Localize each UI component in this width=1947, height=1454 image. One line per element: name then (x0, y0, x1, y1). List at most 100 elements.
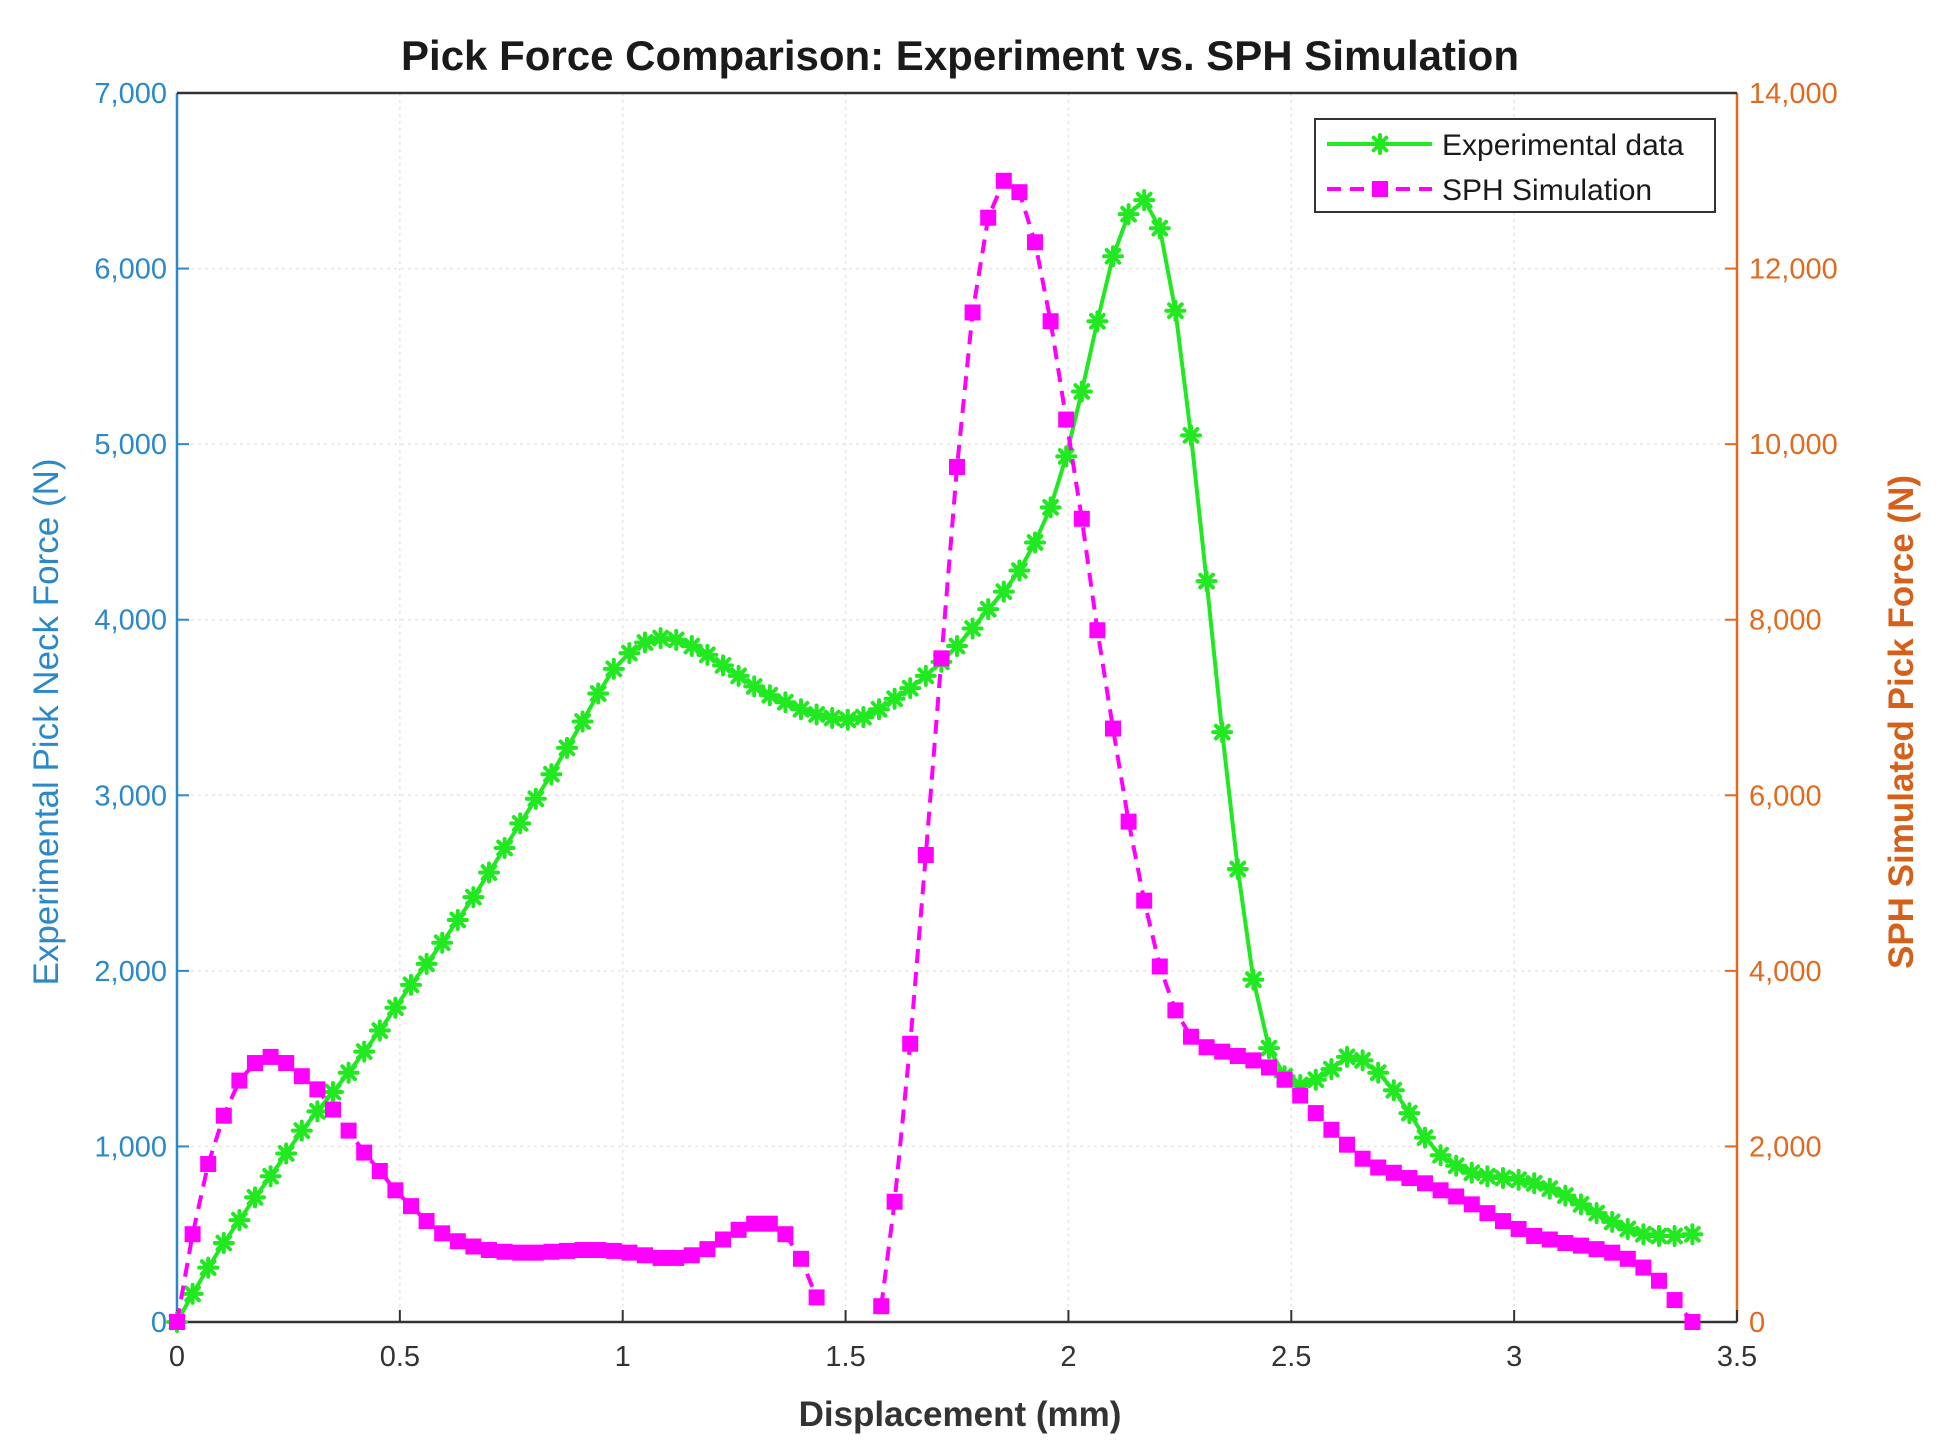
experimental-point (1507, 1168, 1530, 1191)
sph-point (434, 1225, 451, 1242)
left-y-tick-label: 7,000 (94, 78, 167, 110)
experimental-point (1242, 968, 1265, 991)
experimental-line (175, 198, 1693, 1323)
experimental-point (1039, 496, 1062, 519)
experimental-point (415, 952, 438, 975)
experimental-point (259, 1165, 282, 1188)
sph-point (1510, 1220, 1527, 1237)
left-y-tick-label: 5,000 (94, 429, 167, 461)
experimental-point (1523, 1172, 1546, 1195)
experimental-point (228, 1209, 251, 1232)
experimental-point (836, 708, 859, 731)
left-y-tick-label: 6,000 (94, 254, 167, 286)
sph-point (683, 1247, 700, 1264)
experimental-point (1616, 1217, 1639, 1240)
experimental-point (1538, 1177, 1561, 1200)
experimental-point (493, 836, 516, 859)
experimental-point (914, 664, 937, 687)
experimental-point (946, 635, 968, 658)
sph-point (1276, 1071, 1293, 1088)
legend-experimental-label: Experimental data (1442, 129, 1684, 162)
experimental-point (1226, 858, 1249, 881)
experimental-point (1336, 1045, 1358, 1068)
sph-point (356, 1144, 373, 1161)
experimental-point (758, 684, 781, 707)
experimental-point (899, 677, 922, 700)
sph-point (1619, 1250, 1636, 1267)
experimental-point (602, 657, 625, 680)
experimental-point (1414, 1126, 1436, 1149)
left-y-tick-label: 2,000 (94, 956, 167, 988)
sph-point (309, 1081, 326, 1098)
experimental-point (1554, 1184, 1577, 1207)
experimental-point (322, 1081, 344, 1104)
left-y-tick-label: 0 (151, 1307, 167, 1339)
sph-point (917, 846, 934, 863)
sph-point (1307, 1105, 1324, 1122)
sph-point (808, 1289, 825, 1306)
legend: Experimental data SPH Simulation (1314, 118, 1716, 213)
experimental-point (992, 580, 1015, 603)
sph-point (1058, 411, 1075, 428)
experimental-point (587, 682, 610, 705)
sph-point (1635, 1259, 1652, 1276)
sph-point (1245, 1052, 1262, 1069)
right-y-tick-label: 6,000 (1749, 780, 1822, 812)
sph-point (247, 1055, 263, 1072)
sph-point (1604, 1244, 1621, 1261)
experimental-point (540, 763, 563, 786)
sph-point (699, 1241, 716, 1258)
experimental-point (337, 1061, 360, 1084)
sph-point (1541, 1231, 1558, 1248)
x-tick-label: 3.5 (1717, 1341, 1757, 1373)
experimental-point (1351, 1049, 1374, 1072)
sph-point (496, 1243, 513, 1260)
sph-point (1651, 1272, 1667, 1289)
experimental-point (727, 664, 750, 687)
experimental-point (556, 736, 578, 759)
sph-point (621, 1244, 638, 1261)
sph-point (1573, 1237, 1589, 1254)
experimental-point (1024, 531, 1046, 554)
sph-point (1027, 234, 1043, 251)
sph-line (879, 178, 1694, 1324)
experimental-point (1367, 1061, 1390, 1084)
sph-point (1370, 1159, 1387, 1176)
experimental-point (1086, 310, 1109, 333)
experimental-point (1681, 1223, 1704, 1246)
experimental-point (478, 861, 500, 884)
experimental-point (1117, 203, 1140, 226)
sph-point (1432, 1182, 1449, 1199)
sph-point (325, 1101, 341, 1118)
experimental-point (368, 1019, 391, 1042)
x-tick-label: 0.5 (380, 1341, 420, 1373)
experimental-point (665, 628, 688, 651)
sph-point (668, 1249, 685, 1266)
sph-point (481, 1242, 497, 1259)
right-y-tick-label: 4,000 (1749, 956, 1822, 988)
sph-point (1292, 1087, 1309, 1104)
sph-point (590, 1242, 607, 1259)
sph-point (215, 1107, 232, 1124)
sph-point (262, 1048, 279, 1065)
legend-star (1369, 133, 1391, 155)
sph-point (1042, 313, 1059, 330)
experimental-point (306, 1100, 329, 1123)
experimental-point (1070, 380, 1093, 403)
grid (176, 92, 1738, 1323)
experimental-point (1164, 299, 1187, 322)
sph-point (465, 1238, 482, 1255)
experimental-point (868, 698, 890, 721)
experimental-point (1258, 1037, 1280, 1060)
x-tick-label: 2 (1060, 1341, 1076, 1373)
sph-point (1151, 958, 1168, 975)
sph-point (605, 1242, 622, 1259)
sph-point (730, 1221, 747, 1238)
left-y-tick-label: 1,000 (94, 1131, 167, 1163)
sph-point (637, 1247, 653, 1264)
sph-point (1089, 622, 1106, 639)
sph-point (886, 1193, 903, 1210)
plot-frame (177, 93, 1737, 1322)
sph-point (200, 1155, 217, 1172)
sph-point (340, 1122, 357, 1139)
